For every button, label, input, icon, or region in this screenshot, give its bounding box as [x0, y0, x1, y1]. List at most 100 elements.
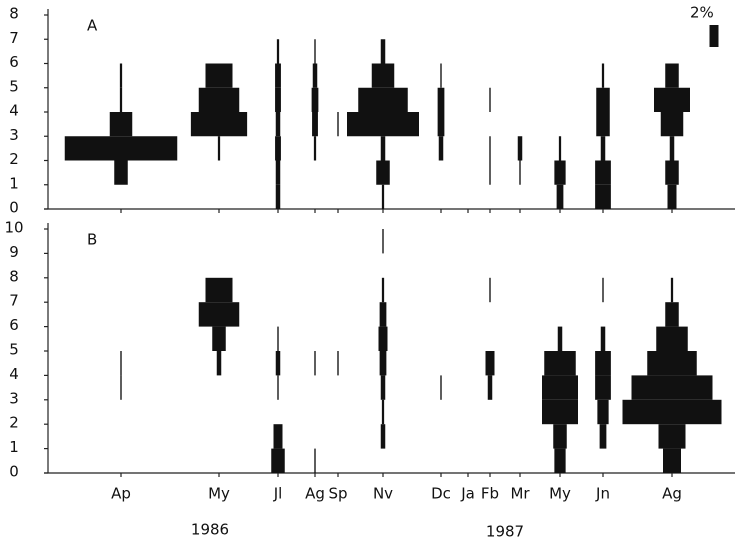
scale-bar	[709, 25, 719, 47]
kite-segment	[667, 184, 677, 209]
kite-segment	[489, 136, 491, 161]
kite-segment	[556, 184, 564, 209]
kite-segment	[485, 351, 495, 376]
kite-segment	[542, 375, 578, 400]
kite-segment	[542, 399, 578, 425]
x-tick-label: Sp	[328, 485, 347, 503]
kite-segment	[275, 136, 281, 161]
y-tick-label: 0	[9, 463, 19, 481]
y-tick-label: 9	[9, 243, 19, 261]
kite-segment	[489, 277, 491, 303]
y-tick-label: 0	[9, 199, 19, 217]
y-tick-label: 6	[9, 316, 19, 334]
kite-segment	[313, 136, 317, 161]
panel-label: B	[87, 231, 97, 249]
kite-segment	[198, 302, 240, 327]
kite-segment	[647, 351, 697, 376]
x-tick-label: Mr	[510, 485, 530, 503]
x-tick-label: Ag	[305, 485, 325, 503]
kite-segment	[380, 39, 386, 64]
kite-segment	[438, 136, 444, 161]
kite-segment	[205, 277, 233, 303]
panel-label: A	[87, 17, 98, 35]
y-tick-label: 8	[9, 5, 19, 23]
kite-segment	[277, 375, 279, 400]
y-tick-label: 6	[9, 53, 19, 71]
kite-segment	[596, 87, 610, 112]
kite-segment	[311, 87, 319, 112]
kite-segment	[595, 375, 611, 400]
x-tick-label: My	[549, 485, 571, 503]
kite-segment	[190, 112, 248, 137]
kite-segment	[109, 112, 133, 137]
kite-segment	[517, 136, 523, 161]
kite-segment	[656, 326, 688, 351]
y-tick-label: 1	[9, 438, 19, 456]
kite-segment	[381, 184, 385, 209]
kite-segment	[558, 136, 562, 161]
kite-segment	[600, 326, 606, 351]
kite-segment	[670, 277, 674, 303]
kite-segment	[553, 424, 567, 449]
kite-segment	[314, 448, 316, 473]
kite-segment	[437, 87, 445, 112]
kite-segment	[544, 351, 576, 376]
kite-segment	[601, 63, 605, 88]
kite-segment	[198, 87, 240, 112]
kite-segment	[275, 184, 281, 209]
kite-segment	[312, 63, 318, 88]
kite-segment	[379, 302, 387, 327]
kite-segment	[371, 63, 395, 88]
kite-segment	[119, 63, 123, 88]
kite-segment	[489, 160, 491, 185]
kite-segment	[381, 399, 385, 425]
kite-segment	[119, 87, 123, 112]
kite-segment	[665, 160, 679, 185]
kite-segment	[378, 326, 388, 351]
y-tick-label: 3	[9, 389, 19, 407]
kite-segment	[120, 375, 122, 400]
kite-segment	[277, 326, 279, 351]
x-tick-label: My	[208, 485, 230, 503]
y-tick-label: 1	[9, 174, 19, 192]
year-label: 1987	[486, 523, 524, 541]
kite-segment	[622, 399, 722, 425]
kite-segment	[519, 160, 521, 185]
y-tick-label: 5	[9, 341, 19, 359]
kite-segment	[437, 112, 445, 137]
x-tick-label: Jn	[595, 485, 610, 503]
kite-segment	[596, 112, 610, 137]
scale-label: 2%	[690, 4, 714, 22]
kite-segment	[669, 136, 675, 161]
x-tick-label: Dc	[431, 485, 451, 503]
x-tick-label: Fb	[481, 485, 499, 503]
kite-segment	[382, 229, 384, 254]
kite-segment	[275, 112, 281, 137]
kite-segment	[380, 375, 386, 400]
kite-segment	[205, 63, 233, 88]
kite-segment	[271, 448, 285, 473]
kite-segment	[665, 63, 679, 88]
kite-segment	[273, 424, 283, 449]
kite-segment	[212, 326, 226, 351]
kite-segment	[337, 112, 339, 137]
kite-segment	[487, 375, 493, 400]
y-tick-label: 10	[4, 219, 23, 237]
kite-segment	[314, 351, 316, 376]
kite-segment	[380, 424, 386, 449]
kite-segment	[654, 87, 690, 112]
kite-segment	[554, 448, 566, 473]
kite-segment	[114, 160, 128, 185]
x-tick-label: Jl	[273, 485, 283, 503]
kite-segment	[440, 63, 442, 88]
x-tick-label: Ag	[662, 485, 682, 503]
kite-segment	[120, 351, 122, 376]
kite-segment	[489, 87, 491, 112]
kite-segment	[337, 351, 339, 376]
kite-segment	[557, 326, 563, 351]
kite-segment	[660, 112, 684, 137]
x-tick-label: Nv	[373, 485, 393, 503]
kite-segment	[663, 448, 681, 473]
kite-segment	[631, 375, 713, 400]
